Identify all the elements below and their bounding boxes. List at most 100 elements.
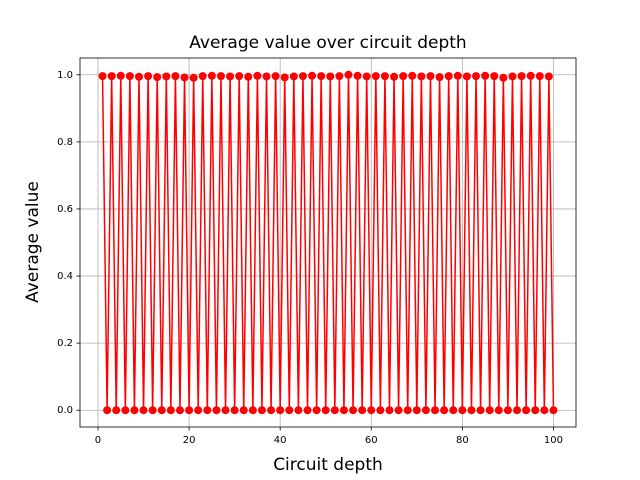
point	[380, 72, 389, 81]
y-tick-label: 0.6	[57, 204, 73, 215]
point	[390, 72, 399, 81]
y-tick-label: 0.2	[57, 338, 73, 349]
point	[499, 73, 508, 82]
point	[153, 73, 162, 82]
point	[531, 406, 540, 415]
point	[253, 71, 262, 80]
point	[189, 73, 198, 82]
point	[526, 71, 535, 80]
point	[198, 72, 207, 81]
point	[431, 406, 440, 415]
point	[367, 406, 376, 415]
point	[216, 72, 225, 81]
point	[385, 406, 394, 415]
point	[444, 72, 453, 81]
point	[148, 406, 157, 415]
point	[312, 406, 321, 415]
x-tick-label: 20	[183, 435, 196, 446]
y-tick-label: 1.0	[57, 70, 73, 81]
y-tick-label: 0.8	[57, 137, 73, 148]
point	[285, 406, 294, 415]
point	[194, 406, 203, 415]
point	[494, 406, 503, 415]
point	[467, 406, 476, 415]
point	[335, 72, 344, 81]
point	[453, 71, 462, 80]
point	[112, 406, 121, 415]
y-axis-label: Average value	[23, 181, 43, 303]
point	[107, 72, 116, 81]
x-tick-label: 100	[544, 435, 563, 446]
point	[235, 72, 244, 81]
point	[544, 72, 553, 81]
point	[362, 72, 371, 81]
point	[462, 72, 471, 81]
point	[349, 406, 358, 415]
point	[226, 72, 235, 81]
point	[125, 72, 134, 81]
point	[412, 406, 421, 415]
point	[408, 71, 417, 80]
point	[308, 71, 317, 80]
point	[417, 72, 426, 81]
point	[207, 71, 216, 80]
point	[339, 406, 348, 415]
point	[353, 71, 362, 80]
point	[166, 406, 175, 415]
point	[280, 73, 289, 82]
x-tick-label: 0	[95, 435, 101, 446]
point	[162, 72, 171, 81]
point	[248, 406, 257, 415]
point	[394, 406, 403, 415]
point	[517, 72, 526, 81]
point	[399, 72, 408, 81]
point	[303, 406, 312, 415]
point	[116, 71, 125, 80]
point	[317, 72, 326, 81]
y-tick-label: 0.0	[57, 405, 73, 416]
point	[271, 72, 280, 81]
point	[267, 406, 276, 415]
point	[121, 406, 130, 415]
point	[540, 406, 549, 415]
point	[490, 72, 499, 81]
x-tick-label: 40	[274, 435, 287, 446]
point	[476, 406, 485, 415]
point	[203, 406, 212, 415]
point	[508, 72, 517, 81]
point	[144, 72, 153, 81]
point	[358, 406, 367, 415]
point	[230, 406, 239, 415]
point	[239, 406, 248, 415]
point	[134, 72, 143, 81]
point	[294, 406, 303, 415]
point	[98, 72, 107, 81]
point	[421, 406, 430, 415]
point	[180, 73, 189, 82]
point	[221, 406, 230, 415]
x-tick-label: 80	[456, 435, 469, 446]
point	[522, 406, 531, 415]
x-axis-label: Circuit depth	[273, 455, 383, 475]
point	[171, 72, 180, 81]
point	[212, 406, 221, 415]
point	[298, 72, 307, 81]
point	[472, 72, 481, 81]
point	[426, 72, 435, 81]
point	[344, 70, 353, 79]
plot-frame	[79, 57, 577, 428]
point	[130, 406, 139, 415]
line	[101, 74, 555, 411]
point	[458, 406, 467, 415]
point	[481, 71, 490, 80]
point	[321, 406, 330, 415]
x-tick-label: 60	[365, 435, 378, 446]
point	[244, 72, 253, 81]
point	[513, 406, 522, 415]
point	[449, 406, 458, 415]
point	[139, 406, 148, 415]
chart-title: Average value over circuit depth	[189, 33, 466, 53]
point	[435, 73, 444, 82]
point	[276, 406, 285, 415]
